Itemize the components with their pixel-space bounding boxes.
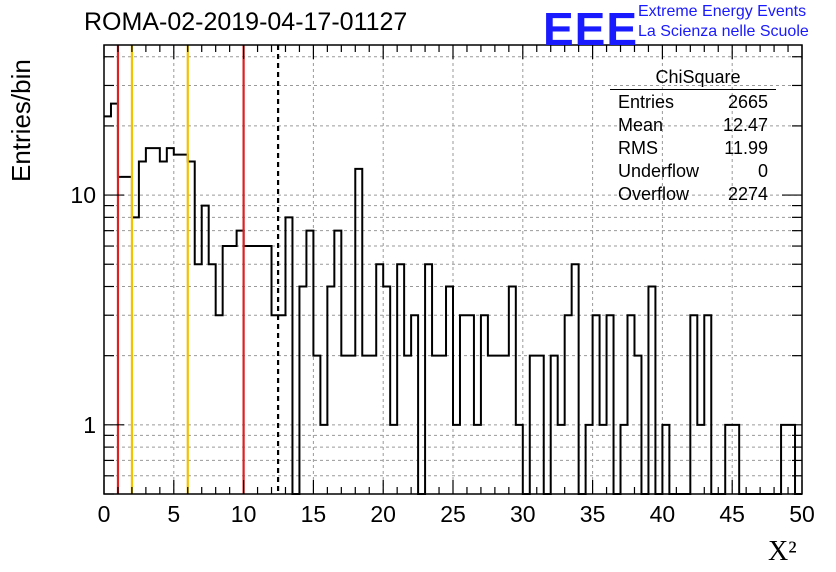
chart-title: ROMA-02-2019-04-17-01127 <box>84 8 408 36</box>
x-tick-label: 30 <box>510 501 536 527</box>
stats-value: 11.99 <box>724 138 768 158</box>
stats-row-entries: Entries 2665 <box>610 91 776 114</box>
stats-label: RMS <box>618 138 658 158</box>
logo-line-1: Extreme Energy Events <box>638 3 807 20</box>
y-axis-label: Entries/bin <box>6 59 36 182</box>
x-tick-label: 10 <box>231 501 257 527</box>
x-tick-label: 5 <box>167 501 180 527</box>
reference-lines <box>116 45 280 494</box>
stats-row-underflow: Underflow 0 <box>610 160 776 183</box>
stats-value: 0 <box>757 161 768 181</box>
logo-line-2: La Scienza nelle Scuole <box>638 23 809 40</box>
stats-label: Entries <box>618 92 675 112</box>
stats-value: 12.47 <box>722 115 768 135</box>
stats-row-mean: Mean 12.47 <box>610 114 776 137</box>
stats-label: Overflow <box>618 184 690 204</box>
x-tick-label: 0 <box>98 501 111 527</box>
stats-value: 2665 <box>727 92 768 112</box>
stats-divider <box>610 89 776 90</box>
histogram-steps <box>104 102 802 495</box>
stats-label: Mean <box>618 115 664 135</box>
stats-row-overflow: Overflow 2274 <box>610 183 776 206</box>
x-tick-label: 50 <box>789 501 815 527</box>
y-tick-label: 1 <box>83 412 96 438</box>
histogram-series <box>104 102 802 495</box>
x-tick-label: 45 <box>719 501 745 527</box>
x-tick-label: 20 <box>370 501 396 527</box>
ticks: 0 5 10 15 20 25 30 35 40 45 50 1 10 <box>70 45 815 527</box>
eee-logo: EEE <box>543 3 639 55</box>
stats-value: 2274 <box>727 184 768 204</box>
stats-row-rms: RMS 11.99 <box>610 137 776 160</box>
x-tick-label: 15 <box>301 501 327 527</box>
stats-box: ChiSquare Entries 2665 Mean 12.47 RMS 11… <box>610 66 776 206</box>
stats-title: ChiSquare <box>655 67 741 87</box>
x-tick-label: 35 <box>580 501 606 527</box>
x-tick-label: 40 <box>650 501 676 527</box>
stats-label: Underflow <box>618 161 700 181</box>
y-tick-label: 10 <box>70 182 96 208</box>
x-axis-label: X² <box>768 536 797 567</box>
x-tick-label: 25 <box>440 501 466 527</box>
